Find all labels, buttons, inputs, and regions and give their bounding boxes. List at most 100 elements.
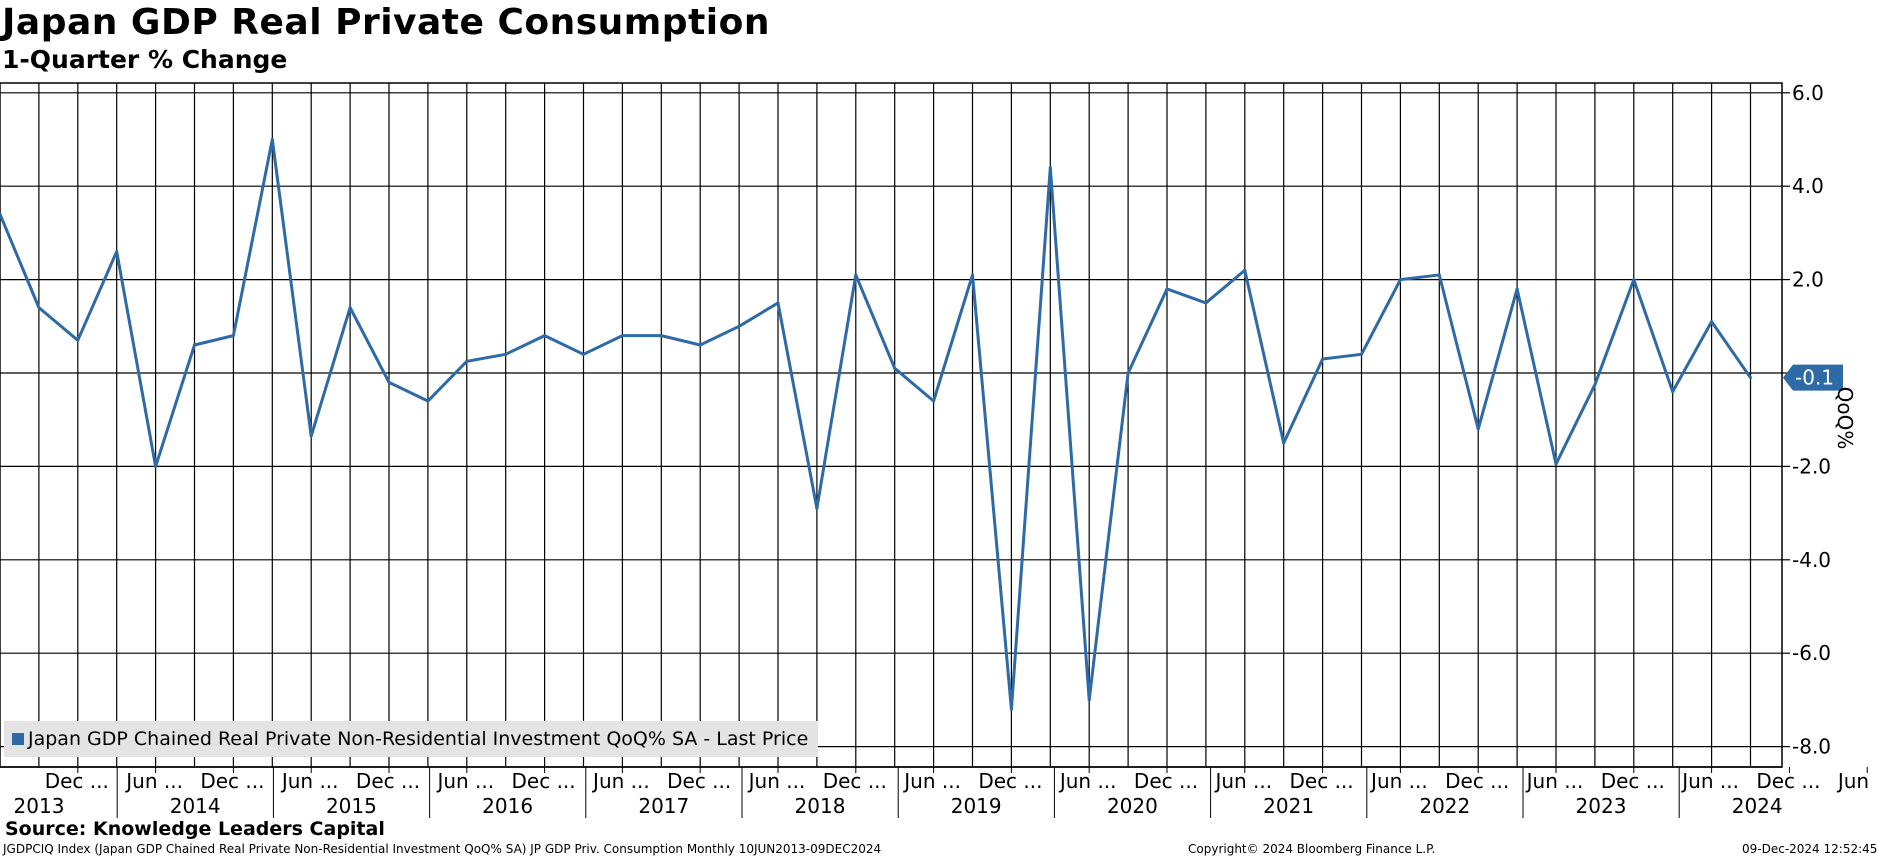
data-point <box>309 434 313 438</box>
data-point <box>737 324 741 328</box>
data-point <box>426 399 430 403</box>
data-point <box>193 343 196 347</box>
data-point <box>1749 376 1752 380</box>
x-year-label: 2023 <box>1576 794 1627 818</box>
data-point <box>1515 287 1519 291</box>
x-month-label: Jun ... <box>280 769 339 793</box>
data-point <box>1671 390 1675 394</box>
legend: Japan GDP Chained Real Private Non-Resid… <box>4 721 819 757</box>
source-note: Source: Knowledge Leaders Capital <box>5 818 385 840</box>
x-month-label: Dec ... <box>1601 769 1665 793</box>
x-month-label: Jun ... <box>747 769 806 793</box>
data-point <box>854 273 858 277</box>
x-month-label: Jun ... <box>591 769 650 793</box>
legend-swatch <box>12 733 24 745</box>
x-year-label: 2013 <box>14 794 65 818</box>
data-point <box>115 250 119 254</box>
data-point <box>0 212 2 216</box>
data-point <box>231 334 235 338</box>
x-month-label: Jun ... <box>902 769 961 793</box>
x-month-label: Dec ... <box>1290 769 1354 793</box>
data-point <box>387 380 391 384</box>
data-point <box>971 273 974 277</box>
x-year-label: 2022 <box>1419 794 1470 818</box>
x-month-label: Jun ... <box>1680 769 1739 793</box>
data-point <box>815 506 819 510</box>
x-month-label: Jun ... <box>124 769 183 793</box>
x-month-label: Dec ... <box>45 769 109 793</box>
x-axis: Dec ... Jun ... Dec ... Jun ... Dec ... Jun .… <box>0 766 1877 818</box>
x-month-label: Dec ... <box>1445 769 1509 793</box>
last-value-label: -0.1 <box>1795 366 1834 390</box>
data-point <box>1048 166 1052 170</box>
data-point <box>76 338 80 342</box>
data-point <box>659 334 663 338</box>
x-month-label: Dec ... <box>512 769 576 793</box>
data-point <box>1398 278 1402 282</box>
data-point <box>1009 707 1013 711</box>
x-year-label: 2017 <box>638 794 689 818</box>
data-point <box>1710 320 1714 324</box>
y-axis-title: QoQ% <box>1833 387 1857 450</box>
y-axis: 6.0 4.0 2.0 -2.0 -4.0 -6.0 -8.0 <box>1782 81 1831 759</box>
data-point <box>620 334 624 338</box>
data-point <box>1243 268 1247 272</box>
data-point <box>1632 278 1636 282</box>
x-month-label: Dec ... <box>1134 769 1198 793</box>
data-point <box>504 352 508 356</box>
x-year-label: 2015 <box>326 794 377 818</box>
x-month-label: Jun ... <box>1213 769 1272 793</box>
data-point <box>1204 301 1208 305</box>
data-point <box>932 399 936 403</box>
horizontal-gridlines <box>0 92 1782 748</box>
y-tick-label: -2.0 <box>1792 454 1831 478</box>
data-point <box>1126 371 1130 375</box>
data-point <box>465 359 469 363</box>
data-point <box>582 352 585 356</box>
x-month-label: Jun ... <box>1369 769 1428 793</box>
data-point <box>543 334 547 338</box>
data-point <box>154 464 158 468</box>
data-point <box>1087 698 1091 702</box>
x-month-label: Dec ... <box>978 769 1042 793</box>
last-value-tag: -0.1 <box>1783 364 1843 391</box>
last-value-tag-shape <box>1783 364 1843 391</box>
x-year-label: 2018 <box>795 794 846 818</box>
x-month-label: Dec ... <box>356 769 420 793</box>
data-point <box>1476 427 1480 431</box>
y-tick-label: 6.0 <box>1792 81 1824 105</box>
data-point <box>776 301 780 305</box>
x-year-label: 2014 <box>170 794 221 818</box>
footer-series-info: JGDPCIQ Index (Japan GDP Chained Real Pr… <box>3 842 882 856</box>
x-month-label: Dec ... <box>200 769 264 793</box>
x-month-label: Dec ... <box>667 769 731 793</box>
data-point <box>1282 441 1286 445</box>
series-line <box>0 138 1752 711</box>
footer-copyright: Copyright© 2024 Bloomberg Finance L.P. <box>1188 842 1436 856</box>
footer-timestamp: 09-Dec-2024 12:52:45 <box>1742 842 1877 856</box>
series-layer <box>0 138 1752 711</box>
data-point <box>1360 352 1363 356</box>
data-point <box>1165 287 1169 291</box>
x-month-label: Jun ... <box>1836 769 1877 793</box>
y-tick-label: 2.0 <box>1792 268 1824 292</box>
data-point <box>893 366 897 370</box>
data-point <box>698 343 702 347</box>
data-point <box>270 138 274 141</box>
data-point <box>1321 357 1325 361</box>
y-tick-label: 4.0 <box>1792 174 1824 198</box>
x-year-label: 2024 <box>1732 794 1783 818</box>
x-month-label: Dec ... <box>1756 769 1820 793</box>
data-point <box>348 306 352 310</box>
data-point <box>37 306 41 310</box>
data-point <box>1554 462 1558 466</box>
chart-subtitle: 1-Quarter % Change <box>2 45 288 74</box>
x-year-label: 2020 <box>1107 794 1158 818</box>
x-year-label: 2019 <box>951 794 1002 818</box>
x-month-label: Jun ... <box>435 769 494 793</box>
y-tick-label: -8.0 <box>1792 735 1831 759</box>
data-point <box>1593 383 1597 387</box>
x-month-label: Jun ... <box>1525 769 1584 793</box>
x-year-label: 2016 <box>482 794 533 818</box>
